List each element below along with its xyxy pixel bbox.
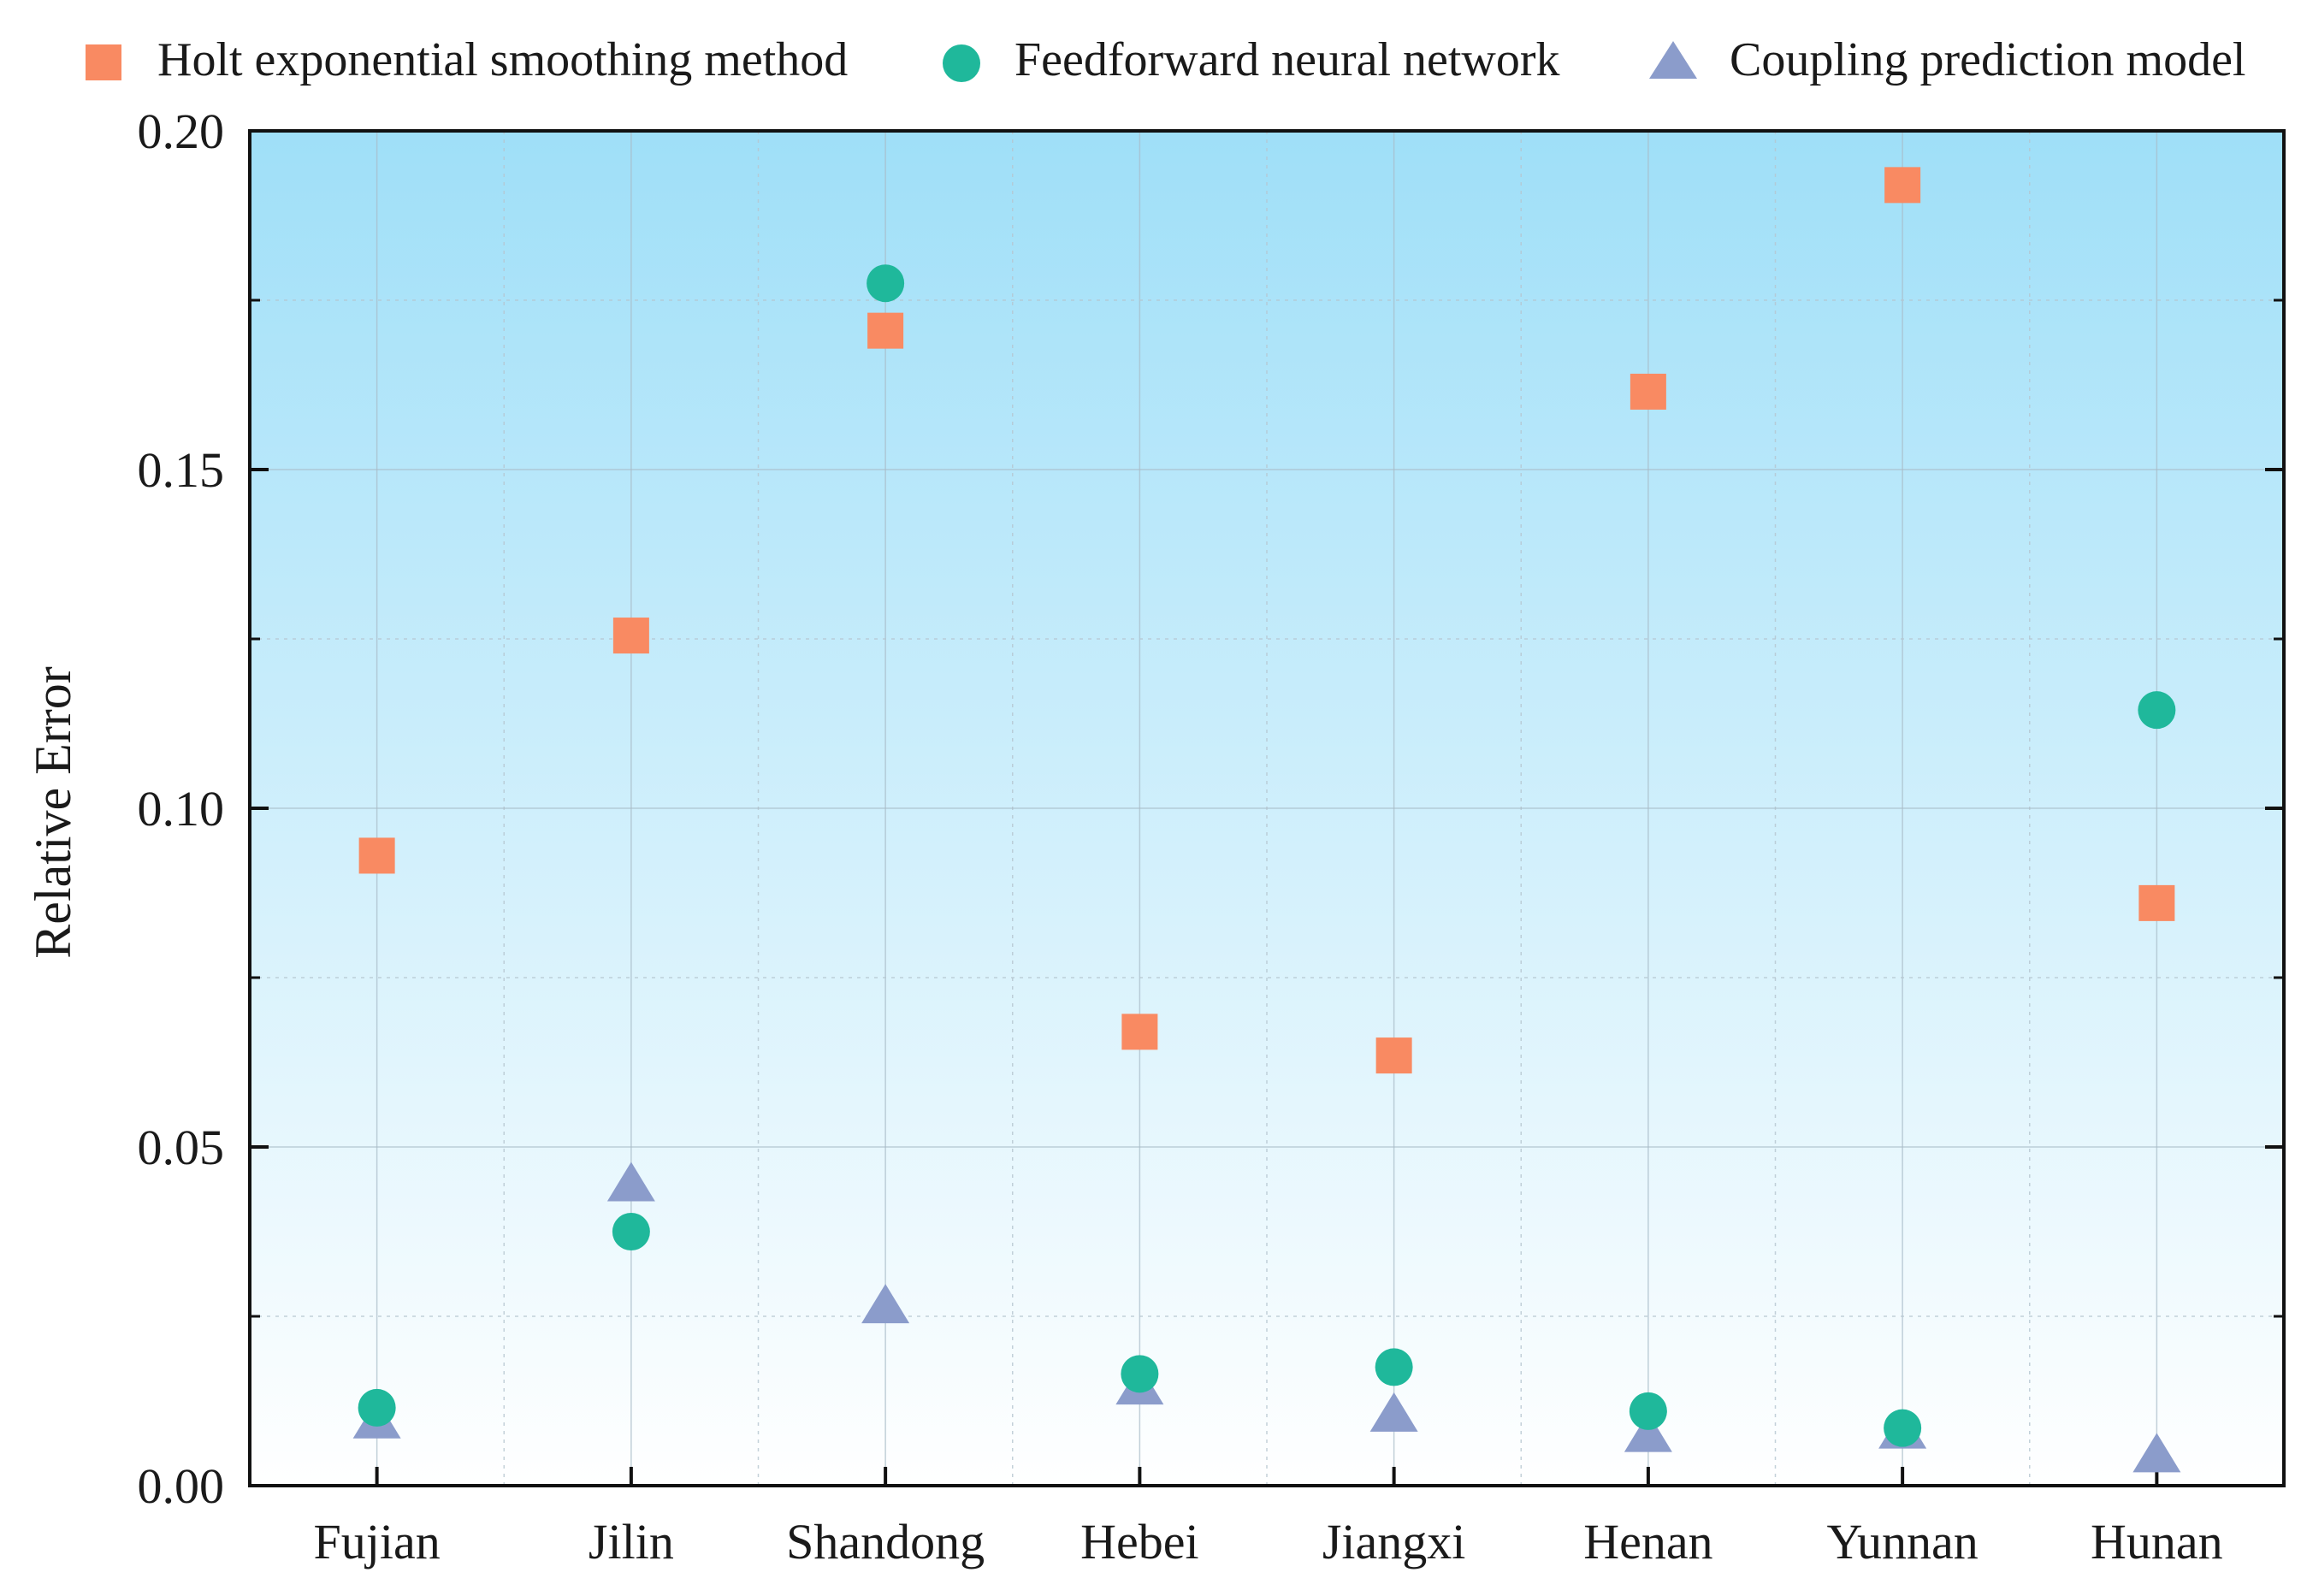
axis-ticks bbox=[250, 129, 2284, 1487]
point-square-hunan bbox=[2138, 884, 2175, 921]
x-tick-label: Jiangxi bbox=[1322, 1514, 1466, 1569]
point-square-fujian bbox=[358, 837, 395, 874]
point-circle-yunnan bbox=[1884, 1409, 1922, 1447]
legend-marker-ffnn bbox=[943, 44, 980, 82]
point-square-henan bbox=[1630, 373, 1666, 410]
point-triangle-hunan bbox=[2132, 1433, 2181, 1473]
y-tick-label: 0.20 bbox=[138, 103, 225, 159]
grid bbox=[250, 131, 2284, 1486]
point-circle-jilin bbox=[612, 1213, 650, 1250]
legend: Holt exponential smoothing method Feedfo… bbox=[86, 33, 2245, 86]
point-square-hebei bbox=[1121, 1014, 1158, 1050]
x-tick-label: Hunan bbox=[2091, 1514, 2223, 1569]
x-tick-labels: Fujian Jilin Shandong Hebei Jiangxi Henan Yunn… bbox=[314, 1514, 2223, 1569]
y-tick-label: 0.10 bbox=[138, 781, 225, 836]
point-square-jiangxi bbox=[1375, 1037, 1412, 1074]
point-square-yunnan bbox=[1884, 167, 1921, 204]
point-triangle-henan bbox=[1624, 1412, 1672, 1452]
data-points bbox=[352, 167, 2181, 1473]
legend-marker-holt bbox=[86, 44, 121, 80]
x-tick-label: Jilin bbox=[589, 1514, 674, 1569]
point-square-shandong bbox=[867, 312, 904, 349]
legend-label-coupling: Coupling prediction model bbox=[1730, 33, 2245, 86]
legend-label-holt: Holt exponential smoothing method bbox=[157, 33, 848, 86]
point-circle-hunan bbox=[2138, 691, 2176, 730]
x-tick-label: Yunnan bbox=[1827, 1514, 1979, 1569]
legend-marker-coupling bbox=[1649, 41, 1697, 79]
point-circle-hebei bbox=[1121, 1355, 1159, 1393]
point-triangle-jilin bbox=[606, 1162, 655, 1202]
point-triangle-shandong bbox=[861, 1284, 910, 1324]
point-square-jilin bbox=[612, 618, 649, 654]
y-tick-label: 0.15 bbox=[138, 442, 225, 498]
y-tick-label: 0.05 bbox=[138, 1120, 225, 1175]
y-tick-label: 0.00 bbox=[138, 1458, 225, 1514]
y-axis-label: Relative Error bbox=[25, 666, 81, 959]
x-tick-label: Henan bbox=[1583, 1514, 1712, 1569]
legend-label-ffnn: Feedforward neural network bbox=[1014, 33, 1560, 86]
x-tick-label: Hebei bbox=[1080, 1514, 1199, 1569]
point-circle-henan bbox=[1629, 1392, 1667, 1430]
point-circle-fujian bbox=[358, 1388, 396, 1427]
point-circle-jiangxi bbox=[1375, 1348, 1413, 1386]
x-tick-label: Shandong bbox=[786, 1514, 985, 1569]
point-triangle-jiangxi bbox=[1369, 1392, 1418, 1432]
x-tick-label: Fujian bbox=[314, 1514, 441, 1569]
y-tick-labels: 0.00 0.05 0.10 0.15 0.20 bbox=[138, 103, 225, 1514]
point-circle-shandong bbox=[867, 264, 905, 303]
